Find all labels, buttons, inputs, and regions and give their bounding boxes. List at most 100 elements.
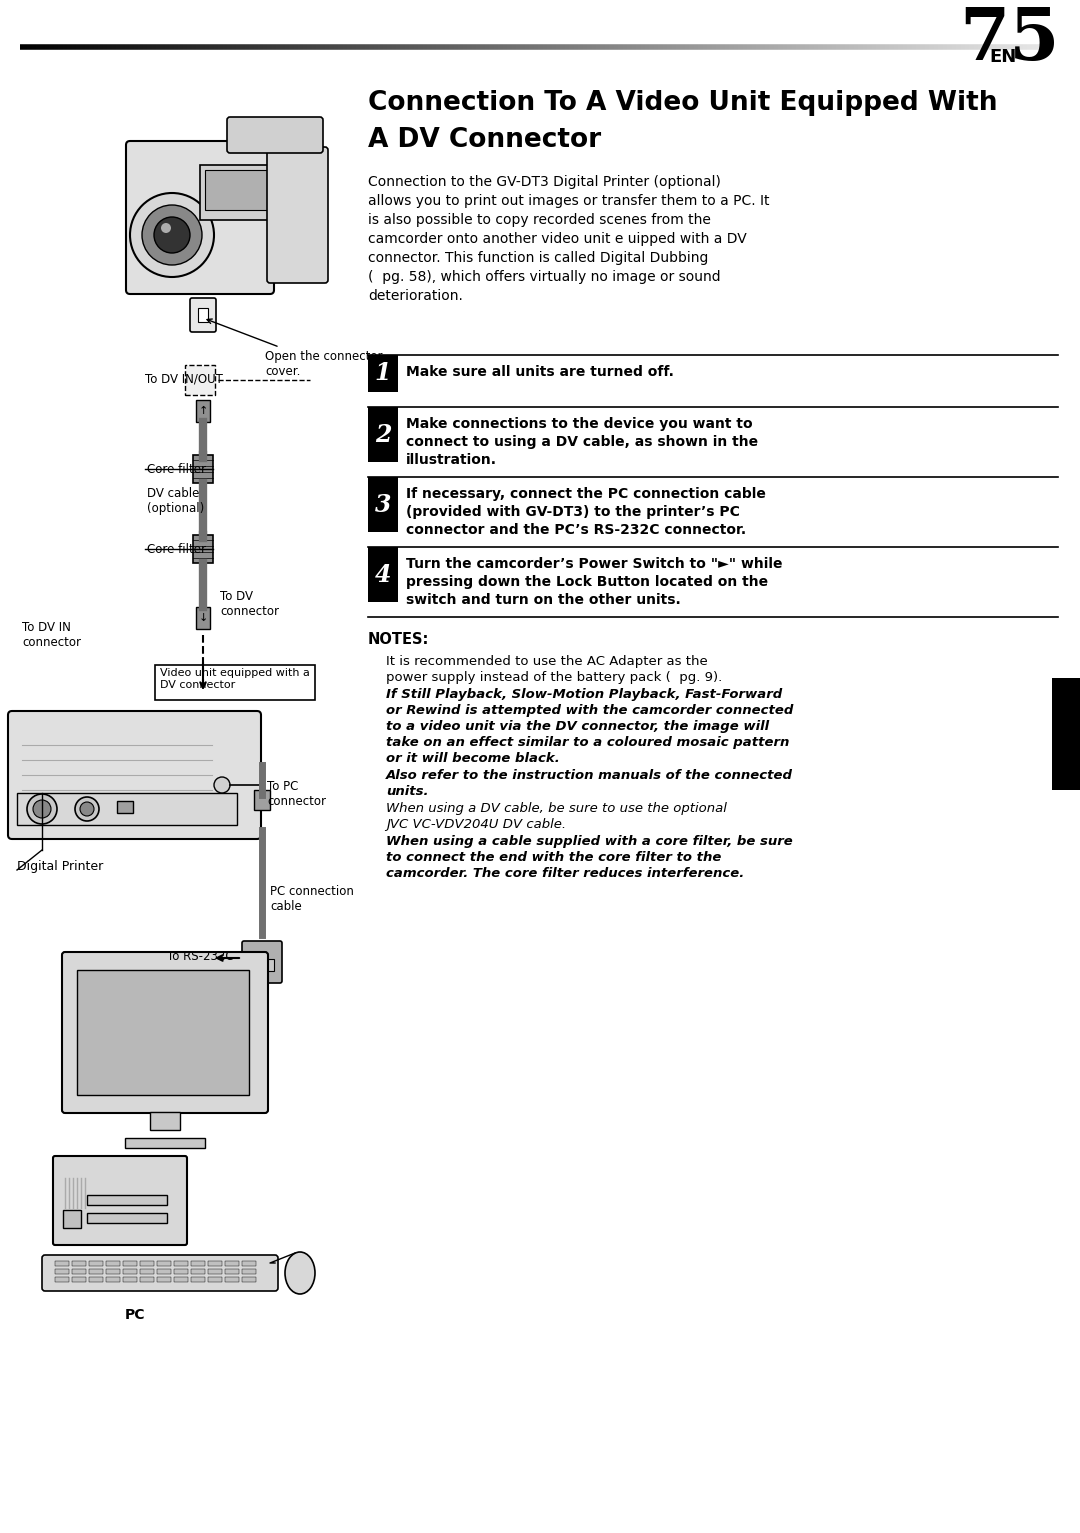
Text: Open the connector
cover.: Open the connector cover.	[207, 319, 382, 379]
Text: is also possible to copy recorded scenes from the: is also possible to copy recorded scenes…	[368, 213, 711, 227]
Bar	[106, 1269, 120, 1274]
Bar	[55, 1277, 69, 1282]
Bar	[208, 1277, 222, 1282]
FancyBboxPatch shape	[227, 117, 323, 153]
Text: to a video unit via the DV connector, the image will: to a video unit via the DV connector, th…	[386, 721, 769, 733]
Text: Connection to the GV-DT3 Digital Printer (optional): Connection to the GV-DT3 Digital Printer…	[368, 175, 720, 189]
Bar	[63, 1210, 81, 1228]
Bar	[72, 1262, 86, 1266]
Circle shape	[214, 777, 230, 793]
Text: Make connections to the device you want to: Make connections to the device you want …	[406, 417, 753, 431]
Bar	[368, 547, 399, 602]
Bar	[195, 607, 210, 629]
Bar	[140, 1269, 154, 1274]
Bar	[174, 1269, 188, 1274]
FancyBboxPatch shape	[267, 147, 328, 284]
Bar	[225, 1269, 239, 1274]
Bar	[198, 308, 208, 322]
Bar	[191, 1269, 205, 1274]
Text: Turn the camcorder’s Power Switch to "►" while: Turn the camcorder’s Power Switch to "►"…	[406, 556, 783, 570]
Bar	[242, 1269, 256, 1274]
Bar	[254, 789, 270, 809]
Bar	[140, 1262, 154, 1266]
Text: It is recommended to use the AC Adapter as the: It is recommended to use the AC Adapter …	[386, 655, 707, 668]
Bar	[174, 1262, 188, 1266]
Bar	[1052, 678, 1080, 789]
Bar	[368, 406, 399, 461]
Bar	[123, 1277, 137, 1282]
Bar	[242, 1262, 256, 1266]
Text: To RS-232C: To RS-232C	[167, 950, 233, 963]
Bar	[368, 477, 399, 532]
Bar	[55, 1262, 69, 1266]
Bar	[87, 1213, 167, 1223]
Bar	[174, 1277, 188, 1282]
Text: Core filter: Core filter	[147, 543, 206, 556]
Text: connect to using a DV cable, as shown in the: connect to using a DV cable, as shown in…	[406, 435, 758, 449]
FancyBboxPatch shape	[190, 297, 216, 333]
Bar	[17, 793, 237, 825]
Text: PC connection
cable: PC connection cable	[270, 885, 354, 914]
Text: ↑: ↑	[199, 406, 207, 415]
FancyBboxPatch shape	[8, 711, 261, 839]
Text: connector. This function is called Digital Dubbing: connector. This function is called Digit…	[368, 251, 708, 265]
Bar	[77, 970, 249, 1095]
Text: power supply instead of the battery pack (  pg. 9).: power supply instead of the battery pack…	[386, 671, 723, 684]
Circle shape	[27, 794, 57, 825]
Text: If necessary, connect the PC connection cable: If necessary, connect the PC connection …	[406, 487, 766, 501]
Text: deterioration.: deterioration.	[368, 290, 463, 304]
Bar	[55, 1269, 69, 1274]
Bar	[225, 1277, 239, 1282]
Text: EN: EN	[989, 48, 1017, 66]
Text: When using a DV cable, be sure to use the optional: When using a DV cable, be sure to use th…	[386, 802, 727, 816]
Bar	[106, 1277, 120, 1282]
Text: Make sure all units are turned off.: Make sure all units are turned off.	[406, 365, 674, 379]
Bar	[368, 356, 399, 392]
Text: To PC
connector: To PC connector	[267, 780, 326, 808]
Text: take on an effect similar to a coloured mosaic pattern: take on an effect similar to a coloured …	[386, 736, 789, 750]
Text: ↓: ↓	[199, 613, 207, 622]
Text: 3: 3	[375, 492, 391, 517]
Text: or Rewind is attempted with the camcorder connected: or Rewind is attempted with the camcorde…	[386, 704, 794, 717]
Bar	[87, 1196, 167, 1205]
Bar	[191, 1262, 205, 1266]
Bar	[72, 1277, 86, 1282]
Text: switch and turn on the other units.: switch and turn on the other units.	[406, 593, 680, 607]
FancyBboxPatch shape	[242, 941, 282, 983]
Text: 1: 1	[375, 362, 391, 385]
Text: To DV
connector: To DV connector	[220, 590, 279, 618]
Text: camcorder. The core filter reduces interference.: camcorder. The core filter reduces inter…	[386, 868, 744, 880]
Bar	[89, 1262, 103, 1266]
Bar	[157, 1269, 171, 1274]
Bar	[89, 1277, 103, 1282]
Text: PC: PC	[125, 1308, 145, 1321]
Text: When using a cable supplied with a core filter, be sure: When using a cable supplied with a core …	[386, 835, 793, 848]
Text: allows you to print out images or transfer them to a PC. It: allows you to print out images or transf…	[368, 195, 769, 208]
Bar	[208, 1269, 222, 1274]
Text: Core filter: Core filter	[147, 463, 206, 477]
Bar	[195, 400, 210, 422]
Bar	[157, 1262, 171, 1266]
Bar	[125, 1137, 205, 1148]
FancyBboxPatch shape	[126, 141, 274, 294]
Text: 4: 4	[375, 563, 391, 587]
Text: A DV Connector: A DV Connector	[368, 127, 602, 153]
Circle shape	[80, 802, 94, 816]
Text: Digital Printer: Digital Printer	[17, 860, 104, 872]
Circle shape	[161, 222, 171, 233]
Bar	[193, 455, 213, 483]
Bar	[106, 1262, 120, 1266]
Bar	[150, 1111, 180, 1130]
Text: DV cable
(optional): DV cable (optional)	[147, 487, 204, 515]
Bar	[140, 1277, 154, 1282]
Text: JVC VC-VDV204U DV cable.: JVC VC-VDV204U DV cable.	[386, 819, 566, 831]
Text: NOTES:: NOTES:	[368, 632, 430, 647]
Bar	[225, 1262, 239, 1266]
Bar	[242, 1277, 256, 1282]
Ellipse shape	[285, 1252, 315, 1294]
Bar	[200, 166, 291, 221]
Bar	[185, 365, 215, 396]
Text: connector and the PC’s RS-232C connector.: connector and the PC’s RS-232C connector…	[406, 523, 746, 537]
Bar	[89, 1269, 103, 1274]
Bar	[117, 802, 133, 812]
